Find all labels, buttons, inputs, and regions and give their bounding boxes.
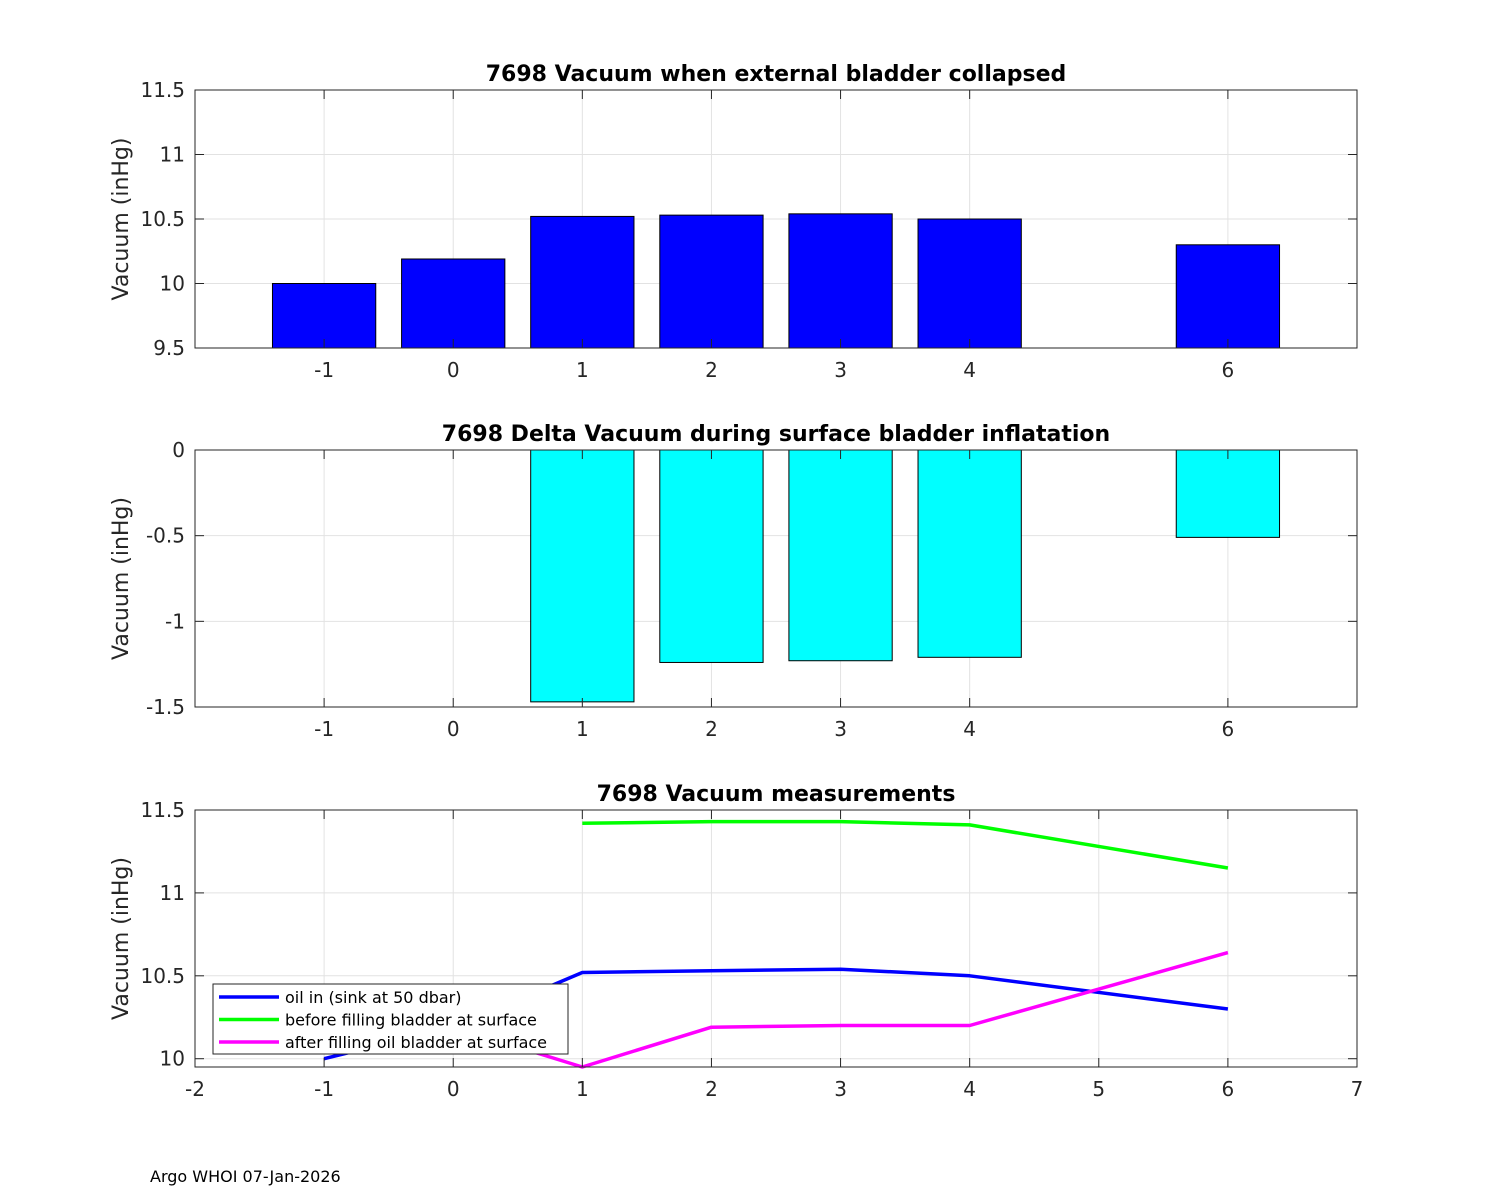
axes-frame (194, 449, 1358, 708)
bar (659, 449, 764, 663)
y-tick-label: 10 (160, 1047, 185, 1071)
x-tick-label: 0 (447, 358, 460, 382)
x-tick-label: 1 (576, 1077, 589, 1101)
legend-label: before filling bladder at surface (285, 1011, 537, 1030)
x-tick-label: 4 (963, 358, 976, 382)
x-tick-label: 3 (834, 717, 847, 741)
y-tick-label: 11 (160, 143, 185, 167)
bar (917, 449, 1022, 658)
x-tick-label: 4 (963, 1077, 976, 1101)
legend-label: after filling oil bladder at surface (285, 1033, 547, 1052)
bar (788, 449, 893, 662)
plot-area (195, 450, 1357, 707)
footer-credit: Argo WHOI 07-Jan-2026 (150, 1167, 341, 1186)
x-tick-label: 2 (705, 717, 718, 741)
x-tick-label: -1 (314, 1077, 334, 1101)
x-tick-label: 2 (705, 1077, 718, 1101)
series-line (582, 819, 1229, 870)
x-tick-label: 0 (447, 1077, 460, 1101)
y-tick-label: 11.5 (140, 78, 185, 102)
bar (1175, 449, 1281, 538)
axes-frame (194, 809, 1358, 1068)
vacuum-collapsed-chart: -1 0 1 2 3 4 6 9.5 10 10.5 11 11.5 7698 Vacuum when … (109, 62, 1358, 382)
y-axis-label: Vacuum (inHg) (109, 138, 134, 301)
vacuum-measurements-chart: -2 -1 0 1 2 3 4 5 6 7 10 10.5 11 11.5 7698 Vacuum meas… (109, 782, 1363, 1101)
legend-label: oil in (sink at 50 dbar) (285, 988, 462, 1007)
x-tick-label: -1 (314, 717, 334, 741)
x-tick-label: 5 (1092, 1077, 1105, 1101)
y-tick-label: 10.5 (140, 207, 185, 231)
y-tick-label: 0 (172, 438, 185, 462)
x-tick-label: 3 (834, 1077, 847, 1101)
bar (917, 218, 1022, 349)
bar (530, 449, 635, 703)
chart-title: 7698 Vacuum measurements (597, 782, 956, 807)
x-tick-label: 2 (705, 358, 718, 382)
y-tick-label: 11.5 (140, 798, 185, 822)
y-axis-label: Vacuum (inHg) (109, 857, 134, 1020)
x-tick-label: 0 (447, 717, 460, 741)
x-tick-label: -2 (185, 1077, 205, 1101)
y-tick-label: -0.5 (146, 524, 185, 548)
y-tick-label: 11 (160, 881, 185, 905)
y-tick-label: 10.5 (140, 964, 185, 988)
y-tick-label: -1 (165, 609, 185, 633)
y-axis-label: Vacuum (inHg) (109, 497, 134, 660)
bar (659, 214, 764, 349)
bar (1175, 244, 1281, 349)
x-tick-label: 7 (1351, 1077, 1364, 1101)
bar (788, 213, 893, 349)
x-tick-label: -1 (314, 358, 334, 382)
y-tick-label: 10 (160, 272, 185, 296)
bar (401, 258, 506, 349)
x-tick-label: 1 (576, 358, 589, 382)
x-tick-label: 1 (576, 717, 589, 741)
series-line (452, 950, 1229, 1069)
x-tick-label: 6 (1222, 717, 1235, 741)
chart-title: 7698 Delta Vacuum during surface bladder… (442, 422, 1110, 447)
bar (530, 215, 635, 349)
legend: oil in (sink at 50 dbar) before filling b… (212, 983, 569, 1055)
bar (271, 283, 377, 349)
delta-vacuum-chart: -1 0 1 2 3 4 6 -1.5 -1 -0.5 0 7698 Delta Vacuum dur… (109, 422, 1358, 741)
x-tick-label: 3 (834, 358, 847, 382)
x-tick-label: 6 (1222, 358, 1235, 382)
x-tick-label: 4 (963, 717, 976, 741)
chart-title: 7698 Vacuum when external bladder collap… (486, 62, 1067, 87)
y-tick-label: -1.5 (146, 695, 185, 719)
x-tick-label: 6 (1222, 1077, 1235, 1101)
y-tick-label: 9.5 (153, 336, 185, 360)
